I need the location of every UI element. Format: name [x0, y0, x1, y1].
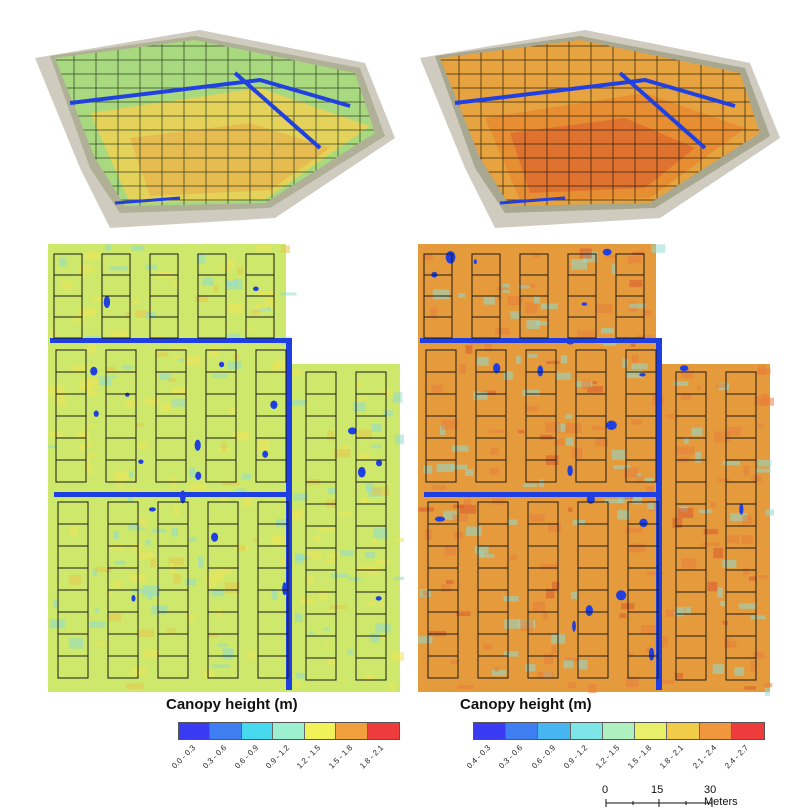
- legend-swatch: [474, 723, 507, 739]
- low-canopy-spot: [581, 302, 588, 306]
- low-canopy-spot: [357, 466, 366, 478]
- low-canopy-spot: [194, 439, 201, 451]
- legend-swatch: [667, 723, 700, 739]
- low-canopy-spot: [375, 596, 382, 601]
- low-canopy-spot: [739, 503, 744, 515]
- low-canopy-spot: [282, 582, 287, 596]
- low-canopy-spot: [211, 532, 219, 542]
- channel-upper: [50, 338, 286, 343]
- low-canopy-spot: [648, 647, 655, 661]
- legend-title-left: Canopy height (m): [166, 696, 298, 713]
- scale-label-0: 0: [602, 784, 609, 796]
- low-canopy-spot: [565, 337, 575, 345]
- perspective-view-right: [415, 18, 785, 233]
- channel-lower: [54, 492, 290, 497]
- field-area: [418, 244, 770, 692]
- channel-vertical: [286, 338, 292, 690]
- legend-swatch: [635, 723, 668, 739]
- canopy-map-left: [48, 244, 409, 696]
- low-canopy-spot: [616, 590, 627, 601]
- low-canopy-spot: [262, 450, 269, 458]
- low-canopy-spot: [679, 365, 689, 372]
- low-canopy-spot: [493, 363, 501, 374]
- low-canopy-spot: [347, 427, 357, 435]
- channel-lower: [424, 492, 660, 497]
- low-canopy-spot: [103, 295, 111, 309]
- low-canopy-spot: [473, 259, 477, 265]
- low-canopy-spot: [148, 507, 156, 512]
- low-canopy-spot: [434, 516, 446, 522]
- low-canopy-spot: [219, 361, 225, 368]
- low-canopy-spot: [445, 251, 456, 264]
- plot-grid: [53, 253, 387, 681]
- low-canopy-spot: [195, 471, 202, 480]
- legend-swatch: [336, 723, 368, 739]
- legend-swatch: [506, 723, 539, 739]
- legend-swatch: [304, 723, 337, 739]
- low-canopy-spot: [567, 465, 573, 477]
- low-canopy-spot: [376, 459, 383, 467]
- legend-swatch: [367, 723, 399, 739]
- legend-swatch: [273, 723, 305, 739]
- legend-swatch: [538, 723, 571, 739]
- legend-swatches-right: [473, 722, 765, 740]
- low-canopy-spot: [586, 494, 595, 504]
- legend-swatch: [731, 723, 764, 739]
- low-canopy-spot: [639, 518, 648, 528]
- channel-vertical: [656, 338, 662, 690]
- plot-grid: [423, 253, 757, 681]
- low-canopy-spot: [585, 605, 593, 617]
- legend-title-right: Canopy height (m): [460, 696, 592, 713]
- canopy-map-right: [418, 244, 783, 697]
- low-canopy-spot: [180, 490, 186, 504]
- low-canopy-spot: [90, 366, 98, 376]
- legend-swatches-left: [178, 722, 400, 740]
- legend-swatch: [570, 723, 603, 739]
- scale-label-15: 15: [651, 784, 664, 796]
- low-canopy-spot: [138, 459, 144, 464]
- low-canopy-spot: [270, 400, 278, 410]
- low-canopy-spot: [639, 372, 646, 377]
- low-canopy-spot: [602, 248, 612, 256]
- legend-swatch: [699, 723, 732, 739]
- scale-bar-ruler: [605, 799, 713, 807]
- low-canopy-spot: [606, 420, 617, 430]
- low-canopy-spot: [93, 410, 99, 417]
- legend-swatch: [241, 723, 274, 739]
- low-canopy-spot: [572, 620, 576, 632]
- legend-swatch: [210, 723, 242, 739]
- low-canopy-spot: [125, 392, 130, 397]
- legend-swatch: [602, 723, 636, 739]
- perspective-view-left: [30, 18, 400, 233]
- canopy-texture: [418, 244, 783, 697]
- low-canopy-spot: [131, 595, 136, 602]
- legend-swatch: [179, 723, 211, 739]
- channel-upper: [420, 338, 656, 343]
- low-canopy-spot: [252, 286, 259, 292]
- low-canopy-spot: [537, 365, 544, 377]
